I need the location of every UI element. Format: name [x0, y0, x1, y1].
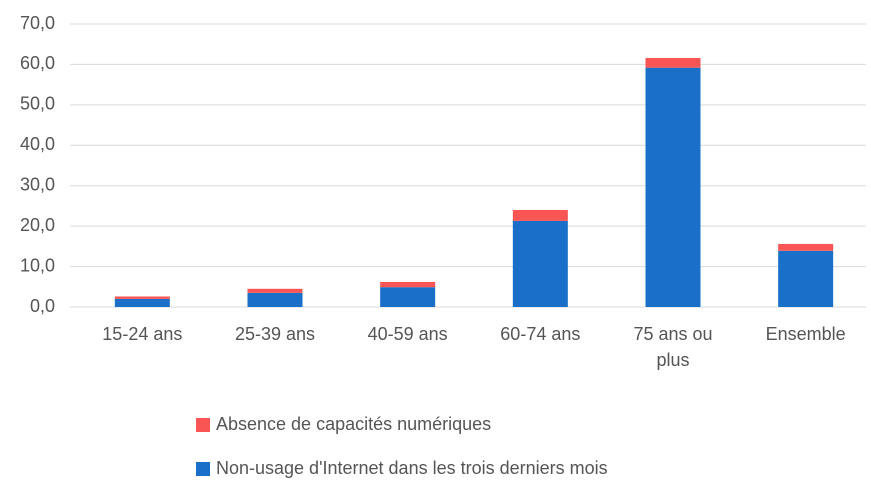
- bar-segment: [512, 220, 568, 307]
- legend-label: Absence de capacités numériques: [216, 414, 491, 434]
- bar-segment: [114, 298, 170, 307]
- x-tick-label: 15-24 ans: [102, 324, 183, 344]
- bar-segment: [778, 250, 834, 307]
- x-tick-label: 25-39 ans: [234, 324, 316, 344]
- bar-segment: [380, 287, 436, 307]
- x-tick-label: 75 ans ou plus: [633, 324, 713, 370]
- y-tick-label: 50,0: [20, 94, 55, 114]
- legend-swatch: [196, 462, 210, 476]
- y-tick-label: 60,0: [20, 53, 55, 73]
- bar-segment: [645, 57, 701, 68]
- y-tick-label: 10,0: [20, 255, 55, 275]
- y-tick-label: 70,0: [20, 13, 55, 33]
- bar-segment: [380, 281, 436, 288]
- legend-swatch: [196, 418, 210, 432]
- bar-segment: [778, 243, 834, 251]
- bar-segment: [114, 296, 170, 299]
- bar-segment: [247, 292, 303, 307]
- x-tick-label: 60-74 ans: [500, 324, 581, 344]
- bar-segment: [645, 67, 701, 307]
- bar-segment: [247, 288, 303, 293]
- legend-label: Non-usage d'Internet dans les trois dern…: [216, 458, 608, 478]
- x-tick-label: Ensemble: [765, 324, 846, 344]
- y-tick-label: 40,0: [20, 134, 55, 154]
- y-tick-label: 30,0: [20, 174, 55, 194]
- x-tick-label: 40-59 ans: [367, 324, 448, 344]
- y-tick-label: 0,0: [30, 296, 55, 316]
- y-tick-label: 20,0: [20, 215, 55, 235]
- bar-segment: [512, 209, 568, 221]
